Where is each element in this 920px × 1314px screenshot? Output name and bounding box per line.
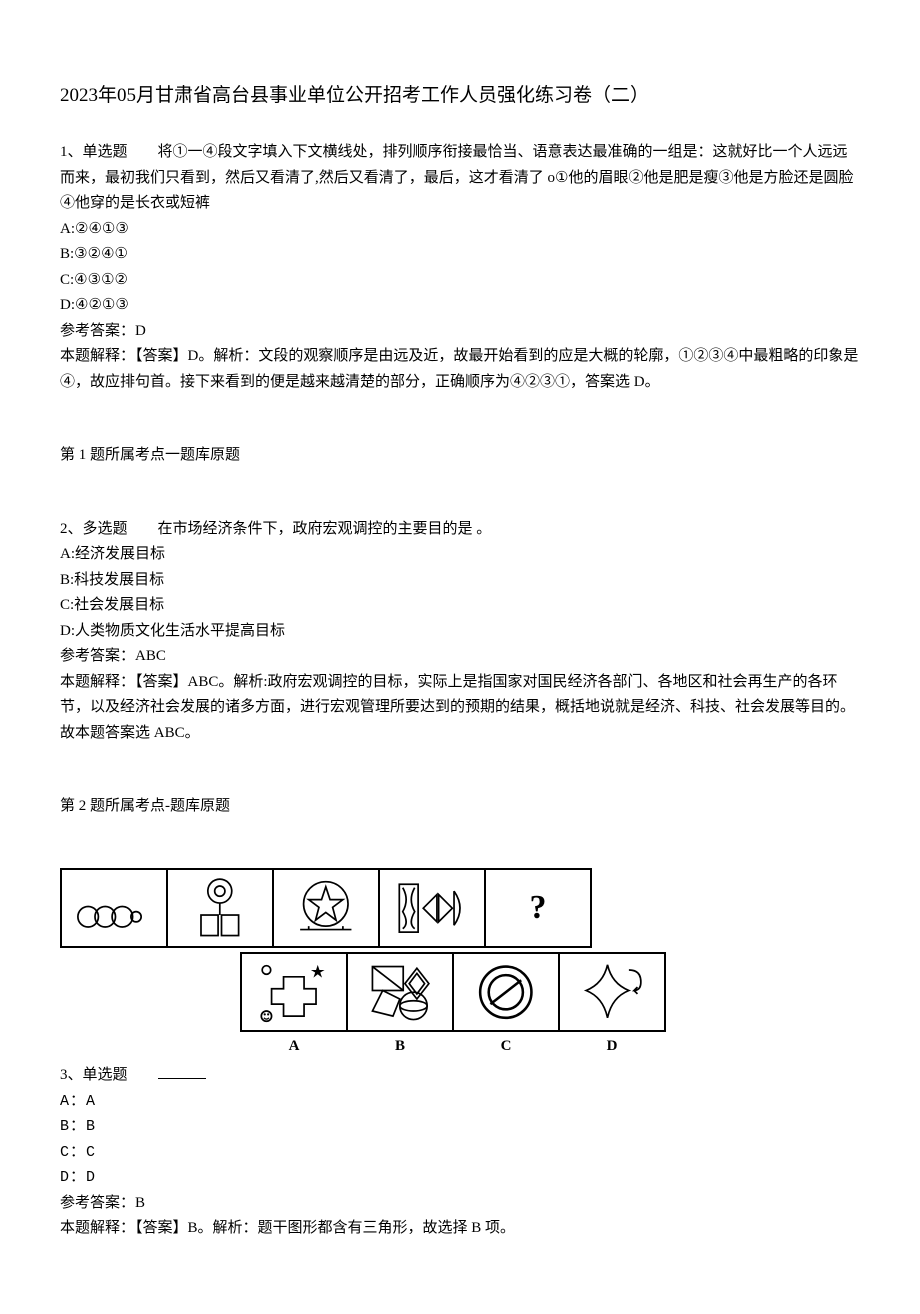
q3-figure: ? xyxy=(60,868,860,1060)
q1-explanation: 本题解释：【答案】D。解析：文段的观察顺序是由远及近，故最开始看到的应是大概的轮… xyxy=(60,344,860,395)
q1-option-d: D:④②①③ xyxy=(60,293,860,319)
q3-opt-label-a: A xyxy=(240,1034,348,1060)
q1-stem: 1、单选题 将①一④段文字填入下文横线处，排列顺序衔接最恰当、语意表达最准确的一… xyxy=(60,140,860,217)
question-2: 2、多选题 在市场经济条件下，政府宏观调控的主要目的是 。 A:经济发展目标 B… xyxy=(60,517,860,747)
question-3: 3、单选题 A：A B：B C：C D：D 参考答案：B 本题解释：【答案】B。… xyxy=(60,1063,860,1242)
q1-option-c: C:④③①② xyxy=(60,268,860,294)
q3-blank-underline xyxy=(158,1078,206,1079)
q3-figure-question-row: ? xyxy=(60,868,860,948)
q3-fig-cell-2 xyxy=(166,868,274,948)
q3-stem-prefix: 3、单选题 xyxy=(60,1067,158,1083)
q3-fig-cell-qmark: ? xyxy=(484,868,592,948)
footnote-2: 第 2 题所属考点-题库原题 xyxy=(60,794,860,820)
q1-option-a: A:②④①③ xyxy=(60,217,860,243)
q3-option-b: B：B xyxy=(60,1114,860,1140)
q3-figure-options-row xyxy=(240,952,860,1032)
footnote-1: 第 1 题所属考点一题库原题 xyxy=(60,443,860,469)
q3-explanation: 本题解释：【答案】B。解析：题干图形都含有三角形，故选择 B 项。 xyxy=(60,1216,860,1242)
q2-option-d: D:人类物质文化生活水平提高目标 xyxy=(60,619,860,645)
q1-option-b: B:③②④① xyxy=(60,242,860,268)
page-title: 2023年05月甘肃省高台县事业单位公开招考工作人员强化练习卷（二） xyxy=(60,80,860,112)
q3-question-mark: ? xyxy=(530,879,547,937)
q3-fig-cell-3 xyxy=(272,868,380,948)
q3-opt-label-c: C xyxy=(452,1034,560,1060)
q2-stem: 2、多选题 在市场经济条件下，政府宏观调控的主要目的是 。 xyxy=(60,517,860,543)
q2-option-b: B:科技发展目标 xyxy=(60,568,860,594)
q3-opt-label-b: B xyxy=(346,1034,454,1060)
q3-fig-option-d xyxy=(558,952,666,1032)
q3-fig-option-c xyxy=(452,952,560,1032)
q3-stem: 3、单选题 xyxy=(60,1063,860,1089)
q3-fig-cell-4 xyxy=(378,868,486,948)
q3-option-c: C：C xyxy=(60,1140,860,1166)
q2-explanation: 本题解释：【答案】ABC。解析:政府宏观调控的目标，实际上是指国家对国民经济各部… xyxy=(60,670,860,747)
q1-answer: 参考答案：D xyxy=(60,319,860,345)
q3-fig-option-b xyxy=(346,952,454,1032)
q2-option-c: C:社会发展目标 xyxy=(60,593,860,619)
q3-option-labels: A B C D xyxy=(240,1034,860,1060)
q3-option-a: A：A xyxy=(60,1089,860,1115)
q2-answer: 参考答案：ABC xyxy=(60,644,860,670)
q3-answer: 参考答案：B xyxy=(60,1191,860,1217)
q3-option-d: D：D xyxy=(60,1165,860,1191)
q2-option-a: A:经济发展目标 xyxy=(60,542,860,568)
q3-opt-label-d: D xyxy=(558,1034,666,1060)
q3-fig-option-a xyxy=(240,952,348,1032)
q3-fig-cell-1 xyxy=(60,868,168,948)
question-1: 1、单选题 将①一④段文字填入下文横线处，排列顺序衔接最恰当、语意表达最准确的一… xyxy=(60,140,860,395)
